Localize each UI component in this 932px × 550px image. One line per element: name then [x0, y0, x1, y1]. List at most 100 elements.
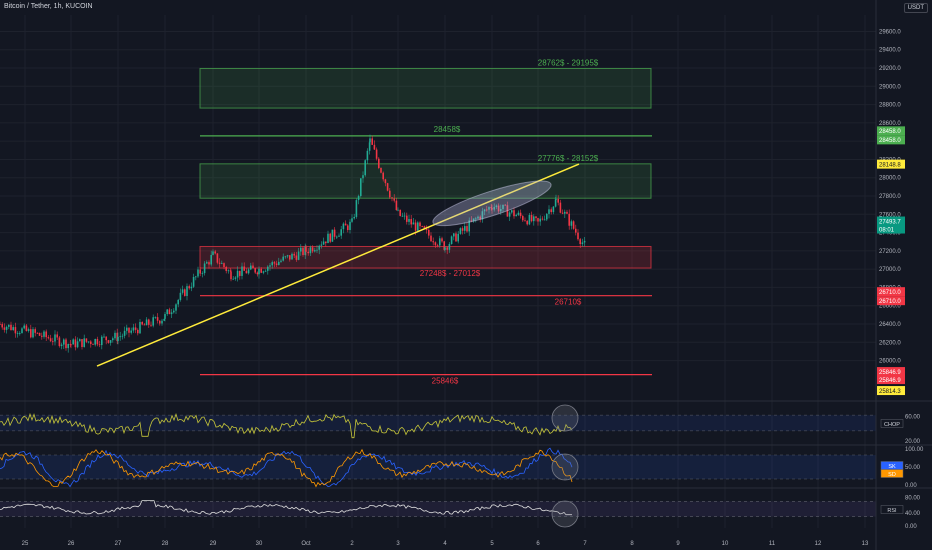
candle-body	[568, 213, 570, 226]
candle-body	[1, 324, 3, 328]
candle-body	[36, 332, 39, 334]
zone-box	[199, 163, 652, 199]
candle-body	[464, 226, 466, 231]
price-tag-bg	[877, 287, 905, 297]
candle-body	[557, 199, 559, 203]
candle-body	[314, 250, 316, 252]
candle-body	[548, 209, 550, 214]
pane-legend-tag-bg	[880, 469, 904, 478]
candle-body	[278, 261, 280, 265]
candle-body	[403, 215, 406, 217]
candle-body	[320, 244, 323, 246]
candle-body	[225, 267, 227, 271]
candle-body	[399, 209, 401, 216]
candle-body	[256, 272, 259, 275]
currency-button[interactable]: USDT	[903, 3, 928, 13]
time-tick-label: 29	[210, 541, 217, 547]
candle-body	[579, 239, 581, 245]
candle-body	[85, 338, 88, 342]
candle-body	[184, 289, 186, 296]
candle-body	[152, 317, 154, 326]
price-tags: 28458.0 28458.0 28148.8 27493.7 08:01 26710.0…	[877, 126, 905, 396]
pane-tick-label: 40.00	[905, 511, 921, 517]
candle-body	[214, 251, 216, 254]
zone-box	[199, 245, 652, 269]
candle-body	[58, 337, 61, 347]
candle-body	[289, 255, 291, 260]
candle-body	[170, 312, 173, 315]
candle-body	[583, 240, 586, 243]
candle-body	[369, 138, 371, 143]
price-tag-label: 25846.9	[879, 370, 901, 376]
candle-body	[19, 333, 21, 334]
time-tick-label: 7	[583, 541, 587, 547]
candle-body	[428, 229, 430, 236]
candle-body	[243, 266, 245, 271]
candle-body	[530, 214, 533, 222]
candle-body	[410, 219, 412, 225]
pane-band	[0, 415, 876, 431]
candle-body	[444, 247, 446, 250]
candle-body	[218, 262, 221, 264]
price-tick-label: 29000.0	[879, 84, 901, 90]
candle-body	[305, 246, 307, 252]
candle-body	[232, 278, 234, 280]
candle-body	[163, 318, 165, 321]
candle-body	[408, 219, 410, 222]
candle-body	[515, 214, 517, 217]
price-tick-label: 27200.0	[879, 249, 901, 255]
candle-body	[67, 343, 69, 349]
time-axis[interactable]: 25 26 27 28 29 30 Oct 2 3 4 5 6 7 8 9 10 11 12 13	[22, 541, 869, 547]
candle-body	[96, 338, 99, 345]
pane-legend-tag-label: RSI	[887, 508, 897, 514]
highlight-ellipse	[432, 180, 552, 227]
symbol-title[interactable]: Bitcoin / Tether, 1h, KUCOIN	[4, 3, 93, 10]
candle-body	[307, 251, 309, 254]
trendline[interactable]	[96, 163, 580, 367]
candle-body	[333, 229, 336, 237]
candle-body	[114, 332, 116, 339]
candle-body	[258, 268, 260, 275]
candle-body	[380, 168, 382, 173]
candle-body	[45, 331, 47, 338]
candle-body	[325, 241, 327, 244]
candle-body	[459, 228, 462, 234]
candle-body	[23, 325, 25, 329]
candle-body	[262, 271, 265, 273]
candle-body	[43, 331, 45, 337]
zone-box	[199, 67, 652, 109]
candle-body	[252, 265, 254, 269]
candle-body	[275, 263, 278, 265]
candle-body	[543, 219, 546, 221]
candle-body	[206, 262, 208, 264]
price-tag-label: 25846.9	[879, 378, 901, 384]
candle-body	[164, 314, 166, 319]
candle-body	[16, 333, 19, 334]
candle-body	[295, 255, 298, 260]
price-tag-label: 28148.8	[879, 162, 901, 168]
candle-body	[269, 265, 271, 267]
candle-body	[448, 244, 451, 250]
candle-body	[481, 211, 484, 220]
candle-body	[360, 178, 362, 197]
candle-body	[391, 197, 393, 199]
candle-body	[286, 255, 289, 257]
candle-body	[137, 329, 139, 334]
price-tick-label: 26400.0	[879, 322, 901, 328]
time-tick-label: 28	[162, 541, 169, 547]
candle-body	[466, 226, 468, 232]
candle-body	[500, 208, 502, 212]
candle-body	[375, 149, 378, 159]
candle-body	[472, 218, 475, 222]
candle-body	[216, 253, 219, 263]
candle-body	[468, 220, 470, 232]
time-tick-label: 12	[815, 541, 822, 547]
candle-body	[318, 245, 320, 250]
candle-body	[107, 340, 110, 343]
candle-body	[273, 262, 276, 264]
pane-legend-tag-label: CHOP	[884, 422, 900, 428]
candle-body	[282, 256, 284, 261]
time-tick-label: 27	[115, 541, 122, 547]
price-candles	[0, 134, 586, 353]
